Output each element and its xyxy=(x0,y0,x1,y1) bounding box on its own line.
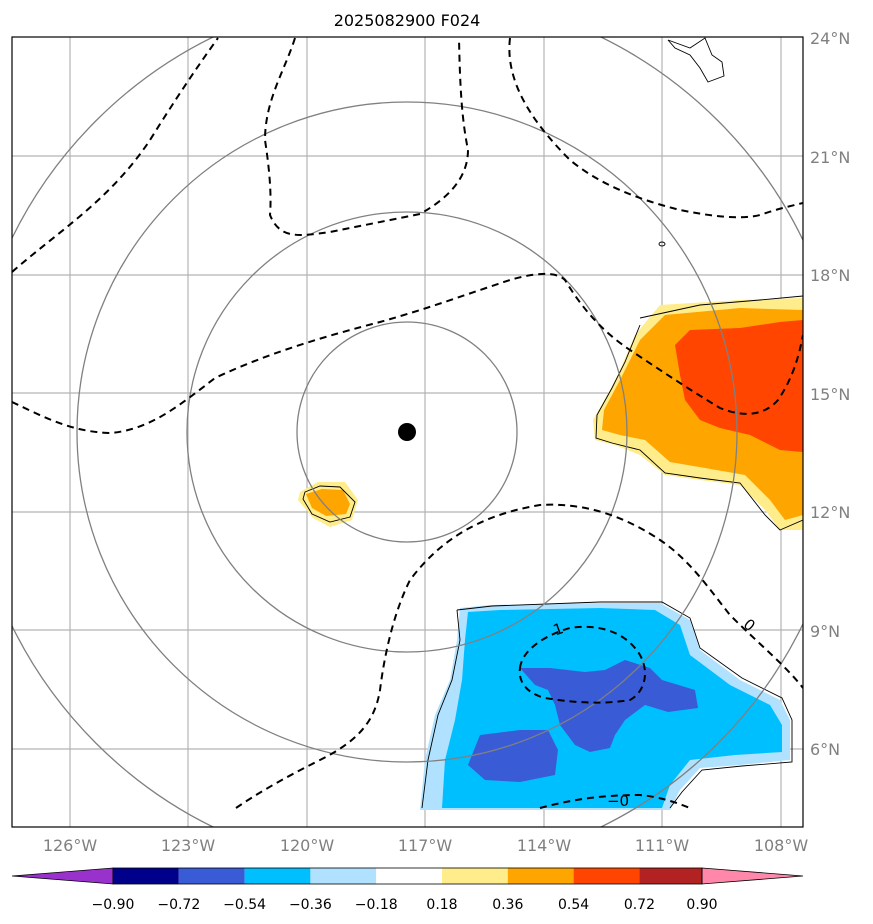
colorbar-segment xyxy=(178,868,245,884)
colorbar-tick: −0.18 xyxy=(355,897,398,913)
longitude-labels: 126°W 123°W 120°W 117°W 114°W 111°W 108°… xyxy=(43,836,809,855)
lon-label: 111°W xyxy=(635,836,690,855)
colorbar-segment xyxy=(573,868,640,884)
storm-center-marker xyxy=(398,423,416,441)
colorbar-segment xyxy=(376,868,442,884)
colorbar-segment xyxy=(310,868,377,884)
contour-label-bottom: −0 xyxy=(607,792,629,810)
colorbar-segment xyxy=(244,868,311,884)
lon-label: 108°W xyxy=(754,836,809,855)
lon-label: 114°W xyxy=(517,836,572,855)
latitude-labels: 24°N 21°N 18°N 15°N 12°N 9°N 6°N xyxy=(810,29,850,759)
colorbar-tick: 0.90 xyxy=(686,897,717,913)
colorbar-tick: 0.54 xyxy=(558,897,589,913)
positive-anomaly-east xyxy=(593,298,803,530)
colorbar-tick: 0.72 xyxy=(624,897,655,913)
map-frame xyxy=(11,36,804,828)
dashed-contours xyxy=(12,37,803,809)
colorbar-tick: −0.54 xyxy=(223,897,266,913)
colorbar-tick: −0.36 xyxy=(289,897,332,913)
colorbar-segment xyxy=(442,868,508,884)
colorbar: −0.90 −0.72 −0.54 −0.36 −0.18 0.18 0.36 … xyxy=(11,867,804,913)
lat-label: 18°N xyxy=(810,266,850,285)
map-area: 0 1 −0 xyxy=(12,37,803,827)
colorbar-extend-low xyxy=(11,867,114,885)
colorbar-tick: 0.18 xyxy=(426,897,457,913)
lat-label: 9°N xyxy=(810,622,840,641)
lon-label: 123°W xyxy=(161,836,216,855)
range-rings xyxy=(12,37,803,827)
colorbar-tick: 0.36 xyxy=(492,897,523,913)
colorbar-segment xyxy=(507,868,574,884)
lon-label: 120°W xyxy=(280,836,335,855)
negative-anomaly-south xyxy=(420,603,790,810)
lon-label: 126°W xyxy=(43,836,98,855)
lat-label: 6°N xyxy=(810,740,840,759)
colorbar-segment xyxy=(639,868,702,884)
map-title: 2025082900 F024 xyxy=(334,11,481,30)
lat-label: 15°N xyxy=(810,385,850,404)
lat-label: 24°N xyxy=(810,29,850,48)
colorbar-segment xyxy=(113,868,179,884)
lon-label: 117°W xyxy=(398,836,453,855)
colorbar-extend-high xyxy=(701,867,804,885)
colorbar-tick: −0.90 xyxy=(92,897,135,913)
lat-label: 21°N xyxy=(810,148,850,167)
colorbar-tick: −0.72 xyxy=(157,897,200,913)
solid-contours xyxy=(302,37,803,809)
lat-label: 12°N xyxy=(810,503,850,522)
